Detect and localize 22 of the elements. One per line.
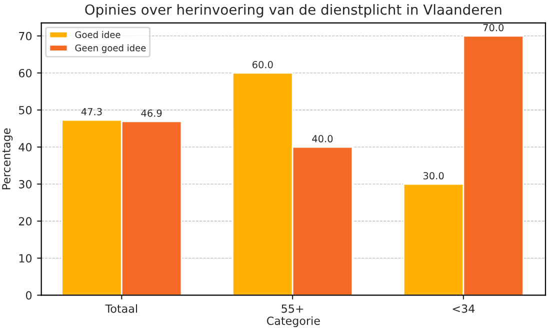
x-axis-title: Categorie <box>266 316 320 328</box>
data-label: 60.0 <box>252 60 273 68</box>
y-tick-label: 60 <box>18 68 32 78</box>
y-tick-label: 50 <box>19 106 32 114</box>
legend-label: Geen goed idee <box>75 44 146 54</box>
y-tick-label: 30 <box>19 180 32 188</box>
x-tick-label: <34 <box>452 304 475 313</box>
y-tick-label: 0 <box>26 291 32 300</box>
legend-label: Goed idee <box>75 31 120 38</box>
data-label: 46.9 <box>141 109 162 117</box>
x-tick-label: Totaal <box>105 304 137 313</box>
data-label: 47.3 <box>81 108 102 116</box>
data-label: 70.0 <box>483 24 504 32</box>
data-label: 30.0 <box>423 172 444 180</box>
data-label: 40.0 <box>312 135 333 142</box>
y-axis-title: Percentage <box>2 128 13 190</box>
y-tick-label: 20 <box>18 217 32 226</box>
chart-title: Opinies over herinvoering van de dienstplicht in Vlaanderen <box>85 4 502 18</box>
y-tick-label: 40 <box>18 143 32 152</box>
y-tick-label: 10 <box>19 254 32 263</box>
y-tick-label: 70 <box>19 32 32 40</box>
x-tick-label: 55+ <box>282 304 304 313</box>
